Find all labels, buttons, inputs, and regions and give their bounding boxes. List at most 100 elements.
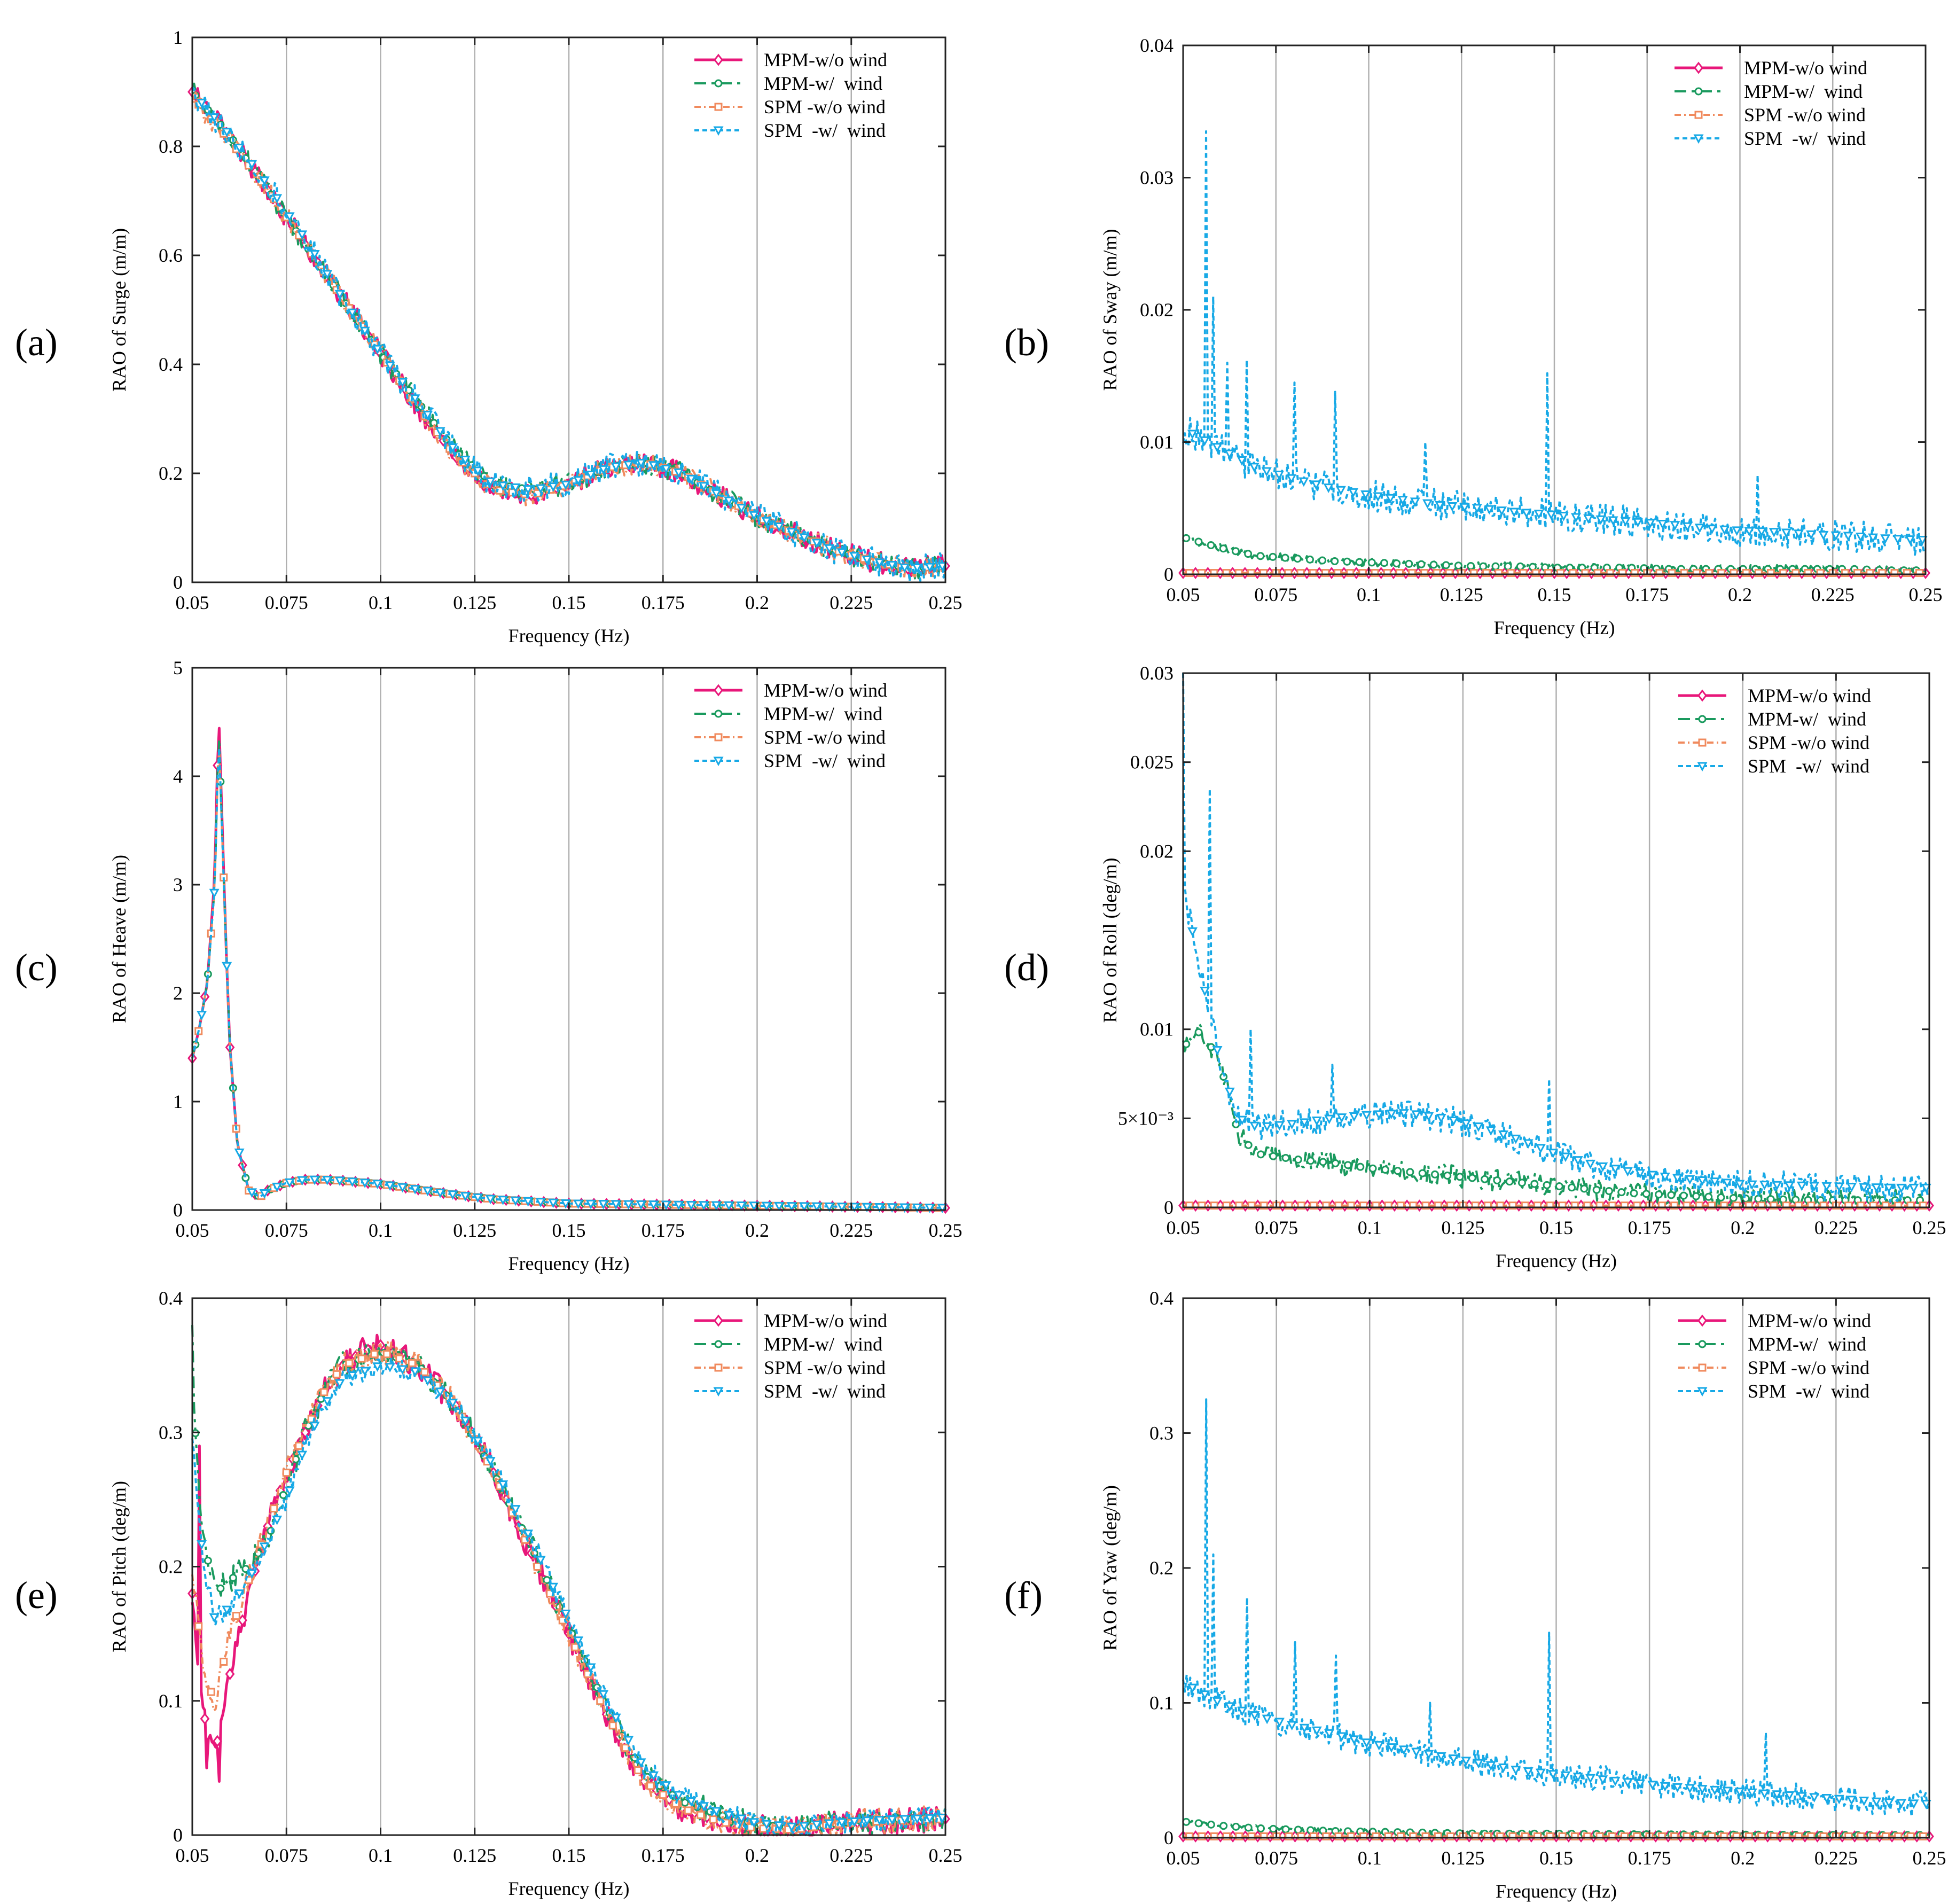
data-point	[1309, 1832, 1318, 1840]
data-point	[1224, 1087, 1235, 1097]
x-tick-label: 0.1	[369, 1220, 393, 1241]
y-tick-label: 5×10⁻³	[1118, 1107, 1173, 1129]
data-point	[1705, 569, 1714, 578]
data-point	[1334, 1832, 1343, 1840]
legend-label: SPM -w/ wind	[1748, 755, 1869, 777]
legend-marker	[714, 103, 723, 111]
data-point	[1349, 1112, 1359, 1122]
data-point	[1572, 1156, 1583, 1166]
data-point	[1660, 1782, 1670, 1792]
legend-label: MPM-w/o wind	[764, 680, 887, 701]
legend-marker	[714, 79, 723, 88]
data-point	[1672, 1783, 1683, 1793]
data-point	[1409, 1832, 1418, 1840]
data-point	[874, 558, 885, 568]
data-point	[1809, 1793, 1820, 1802]
data-point	[1224, 449, 1235, 459]
data-point	[1349, 1735, 1359, 1745]
data-point	[1433, 569, 1441, 578]
data-point	[410, 394, 420, 404]
data-point	[213, 1735, 222, 1747]
data-point	[234, 1148, 245, 1158]
data-point	[1396, 1832, 1405, 1840]
data-point	[1398, 1109, 1409, 1119]
x-tick-label: 0.125	[453, 1220, 496, 1241]
data-point	[1257, 1824, 1265, 1833]
x-tick-label: 0.075	[1254, 584, 1297, 605]
data-point	[1732, 526, 1742, 536]
data-point	[1408, 569, 1417, 578]
data-point	[1247, 1832, 1256, 1840]
data-point	[1592, 1185, 1601, 1194]
data-point	[395, 1354, 404, 1363]
data-point	[680, 1798, 689, 1807]
data-point	[197, 1011, 207, 1020]
data-point	[1635, 1779, 1646, 1789]
x-tick-label: 0.175	[641, 1220, 685, 1241]
data-point	[548, 1198, 559, 1208]
data-point	[1523, 1767, 1533, 1777]
panel-label-b: (b)	[1004, 321, 1049, 364]
data-point	[1249, 1711, 1260, 1721]
data-point	[533, 1563, 542, 1571]
data-point	[194, 1622, 203, 1630]
data-point	[1397, 496, 1408, 505]
data-point	[1695, 1832, 1703, 1840]
data-point	[1405, 559, 1413, 568]
data-point	[1505, 1177, 1514, 1186]
data-point	[485, 1457, 496, 1466]
data-point	[1471, 1832, 1480, 1840]
data-point	[709, 1815, 717, 1824]
data-point	[1269, 1152, 1278, 1160]
data-point	[646, 1782, 655, 1790]
data-point	[1299, 1118, 1310, 1128]
data-point	[1804, 569, 1812, 578]
data-point	[1372, 1832, 1380, 1840]
data-point	[799, 533, 810, 543]
y-tick-label: 0.1	[159, 1690, 183, 1712]
data-point	[1516, 562, 1524, 571]
data-point	[1680, 569, 1688, 578]
y-axis-label: RAO of Sway (m/m)	[1099, 229, 1121, 391]
data-point	[385, 1363, 395, 1372]
data-point	[1485, 1761, 1496, 1771]
y-tick-label: 0.4	[159, 1287, 183, 1309]
data-point	[1461, 1119, 1472, 1129]
legend-label: MPM-w/o wind	[1748, 685, 1871, 706]
x-tick-label: 0.175	[1628, 1217, 1671, 1238]
x-tick-label: 0.125	[1441, 1847, 1484, 1869]
data-point	[1770, 1832, 1778, 1840]
data-point	[661, 465, 671, 474]
data-point	[1373, 492, 1383, 502]
data-point	[1631, 569, 1639, 578]
data-point	[585, 471, 596, 480]
data-point	[473, 466, 483, 477]
data-point	[1269, 1824, 1278, 1833]
data-point	[1846, 1796, 1857, 1806]
data-point	[761, 517, 772, 527]
data-point	[259, 176, 270, 186]
data-point	[749, 511, 760, 521]
data-point	[485, 1195, 496, 1205]
panel-label-e: (e)	[15, 1574, 58, 1617]
data-point	[284, 212, 295, 222]
data-point	[535, 1198, 546, 1207]
data-point	[1269, 552, 1277, 561]
data-point	[1859, 1183, 1869, 1193]
x-tick-label: 0.1	[1357, 584, 1381, 605]
data-point	[1511, 1766, 1521, 1775]
data-point	[711, 489, 722, 499]
x-tick-label: 0.225	[830, 592, 873, 613]
data-point	[473, 1437, 483, 1447]
data-point	[912, 563, 922, 573]
data-point	[1809, 1182, 1820, 1192]
data-point	[937, 1204, 948, 1214]
data-point	[1595, 515, 1606, 525]
data-point	[1232, 1822, 1240, 1831]
data-point	[799, 1202, 810, 1212]
data-point	[1757, 1832, 1766, 1840]
data-point	[1472, 504, 1482, 514]
data-point	[1398, 1745, 1409, 1755]
data-point	[1859, 1797, 1869, 1806]
